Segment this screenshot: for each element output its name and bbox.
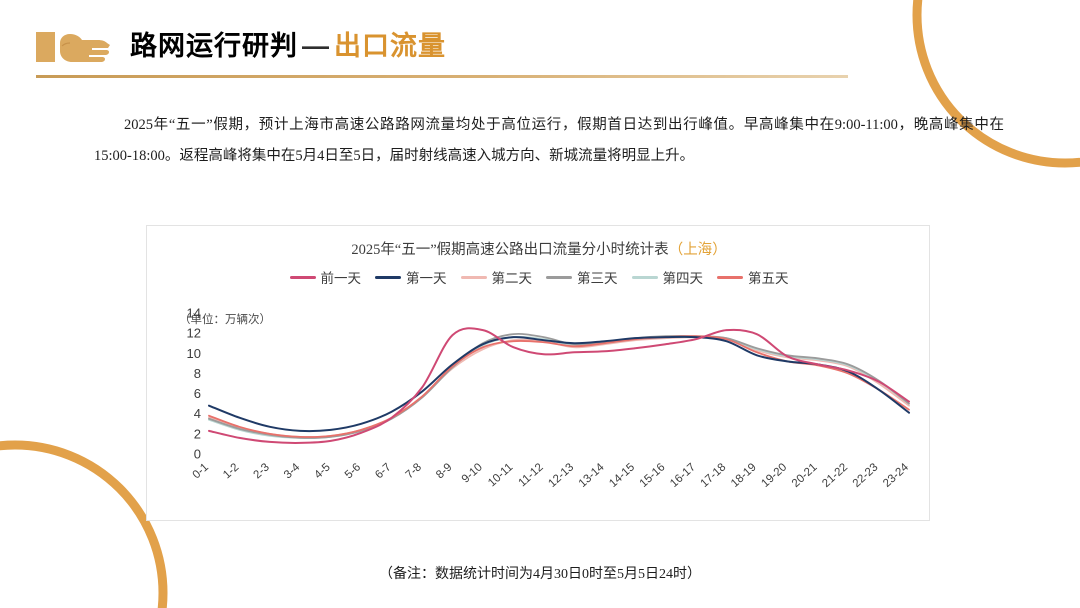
x-axis-tick-label: 0-1 (191, 461, 211, 481)
legend-swatch-icon (289, 275, 316, 279)
page-title-accent: 出口流量 (334, 31, 446, 61)
x-axis-tick-label: 10-11 (486, 461, 515, 489)
y-axis-tick-label: 4 (194, 406, 201, 421)
page-title-dash: — (302, 31, 330, 61)
chart-series-line (208, 335, 910, 438)
x-axis-tick-label: 9-10 (460, 461, 485, 485)
x-axis-tick-label: 8-9 (434, 461, 454, 481)
legend-label: 第三天 (577, 271, 618, 286)
chart-legend: 前一天 第一天 第二天 第三天 第四天 第五天 (147, 267, 931, 287)
x-axis-tick-label: 21-22 (820, 461, 850, 490)
y-axis-tick-label: 0 (194, 447, 201, 462)
legend-label: 第四天 (662, 271, 704, 286)
chart-series-line (208, 333, 910, 439)
legend-item[interactable]: 第三天 (546, 267, 618, 287)
x-axis-tick-label: 5-6 (343, 461, 363, 481)
y-axis-tick-label: 2 (194, 426, 201, 441)
page-title-main: 路网运行研判 (130, 31, 298, 61)
chart-unit-label: （单位：万辆次） (179, 314, 271, 326)
page-title: 路网运行研判 — 出口流量 (130, 28, 446, 64)
x-axis-tick-label: 13-14 (577, 461, 607, 490)
x-axis-tick-label: 1-2 (221, 461, 241, 481)
x-axis-tick-label: 18-19 (729, 461, 759, 490)
chart-title: 2025年“五一”假期高速公路出口流量分小时统计表（上海） (147, 238, 931, 259)
legend-label: 第二天 (491, 271, 533, 286)
x-axis-tick-label: 3-4 (282, 461, 303, 481)
chart-series-line (208, 327, 910, 444)
x-axis-tick-label: 11-12 (517, 461, 546, 489)
legend-item[interactable]: 前一天 (289, 267, 362, 287)
legend-label: 第五天 (748, 271, 789, 286)
x-axis-tick-label: 17-18 (699, 461, 729, 490)
header-divider (36, 75, 848, 78)
legend-item[interactable]: 第二天 (460, 267, 533, 287)
y-axis-tick-label: 12 (187, 326, 201, 341)
x-axis-tick-label: 7-8 (404, 461, 424, 481)
x-axis-tick-label: 20-21 (790, 461, 820, 490)
chart-title-region: 上海 (683, 242, 713, 258)
pointing-hand-icon (36, 32, 110, 62)
x-axis-tick-label: 15-16 (638, 461, 668, 490)
chart-series-line (208, 335, 910, 438)
y-axis-tick-label: 10 (187, 346, 201, 361)
x-axis-tick-label: 22-23 (851, 461, 881, 490)
legend-label: 第一天 (406, 271, 447, 286)
slide-header: 路网运行研判 — 出口流量 (0, 0, 1080, 82)
y-axis-tick-label: 6 (194, 386, 201, 401)
legend-label: 前一天 (320, 271, 362, 286)
legend-item[interactable]: 第五天 (717, 267, 789, 287)
chart-title-paren-open: （ (668, 242, 684, 258)
legend-swatch-icon (717, 275, 743, 279)
chart-footnote: （备注：数据统计时间为4月30日0时至5月5日24时） (379, 567, 701, 582)
x-axis-tick-label: 19-20 (759, 461, 789, 490)
chart-title-paren-close: ） (712, 242, 727, 258)
legend-swatch-icon (375, 275, 401, 279)
x-axis-tick-label: 4-5 (312, 461, 332, 481)
x-axis-tick-label: 6-7 (373, 461, 393, 481)
y-axis-tick-label: 8 (194, 366, 201, 381)
chart-series-line (208, 335, 910, 433)
legend-swatch-icon (460, 275, 487, 279)
chart-card: 2025年“五一”假期高速公路出口流量分小时统计表（上海） 前一天 第一天 第二天 第… (146, 225, 930, 521)
legend-item[interactable]: 第四天 (631, 267, 704, 287)
x-axis-tick-label: 23-24 (881, 461, 911, 490)
chart-series-line (208, 335, 910, 439)
x-axis-tick-label: 12-13 (546, 461, 576, 490)
legend-item[interactable]: 第一天 (375, 267, 447, 287)
y-axis-tick-label: 14 (187, 306, 201, 321)
chart-plot-area: 14 12 10 8 6 4 2 00-1 1-2 2-3 3-4 4-5 5-6 6-7 7-8 8-9 9-… (187, 306, 912, 490)
x-axis-tick-label: 16-17 (668, 461, 698, 490)
paragraph-text: 2025年“五一”假期，预计上海市高速公路路网流量均处于高位运行，假期首日达到出… (94, 117, 1004, 164)
x-axis-tick-label: 14-15 (607, 461, 637, 490)
x-axis-tick-label: 2-3 (251, 461, 271, 481)
body-paragraph: 2025年“五一”假期，预计上海市高速公路路网流量均处于高位运行，假期首日达到出… (94, 110, 1004, 172)
legend-swatch-icon (631, 275, 658, 279)
legend-swatch-icon (546, 275, 572, 279)
chart-title-text: 2025年“五一”假期高速公路出口流量分小时统计表 (351, 242, 669, 258)
